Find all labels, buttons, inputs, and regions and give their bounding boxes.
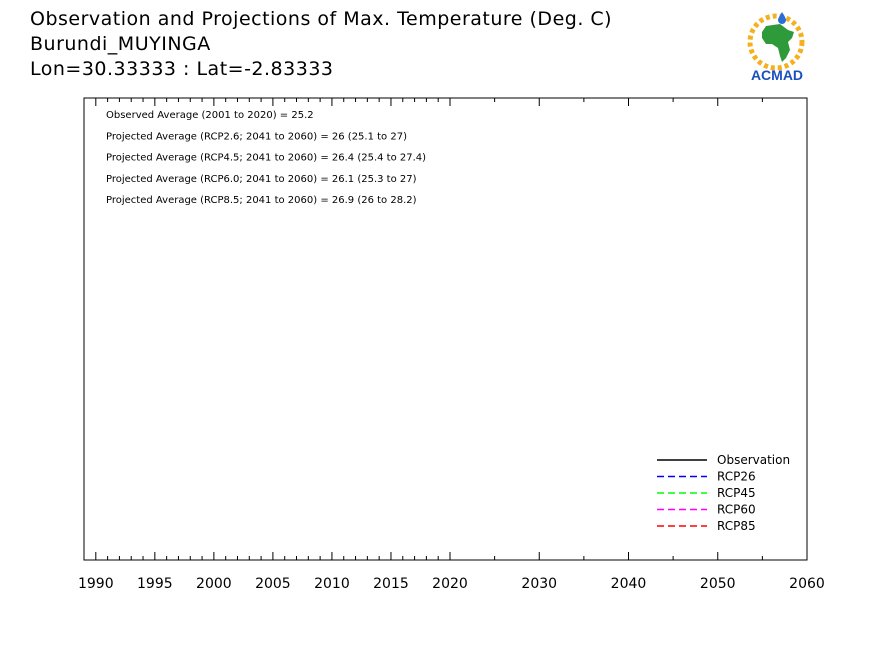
x-tick-label: 2015 (373, 576, 409, 592)
x-tick-label: 2020 (432, 576, 468, 592)
acmad-logo: ACMAD (747, 12, 805, 83)
plot-frame (83, 97, 808, 561)
legend: Observation RCP26 RCP45 RCP60 RCP85 (657, 453, 790, 533)
x-tick-label: 1995 (137, 576, 173, 592)
x-tick-label: 2010 (314, 576, 350, 592)
sun-rays-icon (747, 13, 805, 71)
x-tick-label: 2030 (521, 576, 557, 592)
station-name: Burundi_MUYINGA (30, 33, 211, 55)
x-tick-label: 2060 (789, 576, 825, 592)
logo-text: ACMAD (751, 67, 803, 83)
station-coordinates: Lon=30.33333 : Lat=-2.83333 (30, 58, 334, 80)
x-tick-label: 2040 (611, 576, 647, 592)
legend-label-rcp45: RCP45 (717, 486, 756, 500)
x-axis: 1990 1995 2000 2005 2010 2015 2020 2030 2040 2050… (78, 98, 825, 592)
legend-label-observation: Observation (717, 453, 790, 467)
x-tick-label: 2050 (700, 576, 736, 592)
raindrop-icon (778, 12, 786, 24)
annotation-line: Observed Average (2001 to 2020) = 25.2 (106, 110, 314, 121)
annotation-line: Projected Average (RCP4.5; 2041 to 2060)… (106, 153, 426, 164)
annotation-line: Projected Average (RCP6.0; 2041 to 2060)… (106, 174, 417, 185)
legend-label-rcp85: RCP85 (717, 519, 756, 533)
annotation-line: Projected Average (RCP2.6; 2041 to 2060)… (106, 131, 407, 142)
chart-title: Observation and Projections of Max. Temp… (30, 8, 613, 30)
legend-label-rcp60: RCP60 (717, 503, 756, 517)
x-tick-label: 2000 (196, 576, 232, 592)
x-tick-label: 1990 (78, 576, 114, 592)
africa-map-icon (762, 24, 794, 62)
legend-label-rcp26: RCP26 (717, 470, 756, 484)
annotations-group: Observed Average (2001 to 2020) = 25.2 Pr… (106, 110, 426, 206)
annotation-line: Projected Average (RCP8.5; 2041 to 2060)… (106, 195, 417, 206)
x-tick-label: 2005 (255, 576, 291, 592)
